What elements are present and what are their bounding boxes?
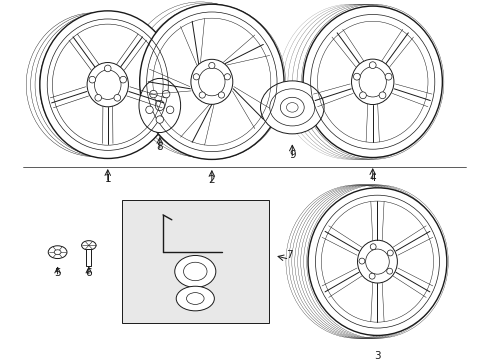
Ellipse shape: [368, 62, 375, 68]
Ellipse shape: [95, 94, 102, 101]
Ellipse shape: [54, 250, 61, 255]
Ellipse shape: [359, 92, 366, 99]
Bar: [86, 249, 91, 266]
Ellipse shape: [183, 262, 206, 281]
Ellipse shape: [139, 78, 180, 132]
Ellipse shape: [193, 74, 199, 80]
Ellipse shape: [176, 286, 214, 311]
Ellipse shape: [149, 90, 157, 98]
Text: 7: 7: [285, 251, 292, 261]
Ellipse shape: [104, 65, 111, 72]
Ellipse shape: [89, 76, 96, 83]
Ellipse shape: [140, 4, 284, 159]
Ellipse shape: [385, 73, 391, 80]
Ellipse shape: [353, 73, 360, 80]
Text: 5: 5: [54, 268, 61, 278]
Text: 3: 3: [373, 351, 380, 360]
Bar: [122, 200, 268, 323]
Text: 8: 8: [156, 142, 163, 152]
Ellipse shape: [260, 81, 324, 134]
Text: 9: 9: [288, 150, 295, 160]
Ellipse shape: [357, 240, 397, 283]
Text: 4: 4: [368, 174, 375, 183]
Ellipse shape: [199, 92, 205, 98]
Ellipse shape: [307, 188, 446, 336]
Ellipse shape: [40, 11, 175, 158]
Ellipse shape: [156, 116, 163, 123]
Ellipse shape: [224, 74, 230, 80]
Ellipse shape: [174, 256, 215, 287]
Ellipse shape: [303, 6, 442, 158]
Ellipse shape: [218, 92, 224, 98]
Ellipse shape: [369, 244, 375, 250]
Text: 6: 6: [85, 268, 92, 278]
Ellipse shape: [190, 59, 232, 104]
Ellipse shape: [378, 92, 385, 99]
Text: 2: 2: [208, 175, 215, 185]
Ellipse shape: [145, 106, 153, 113]
Ellipse shape: [81, 241, 96, 250]
Text: 1: 1: [104, 174, 111, 184]
Ellipse shape: [351, 59, 393, 104]
Ellipse shape: [186, 293, 203, 305]
Ellipse shape: [48, 246, 67, 258]
Ellipse shape: [386, 268, 392, 274]
Ellipse shape: [368, 273, 374, 279]
Ellipse shape: [208, 62, 215, 69]
Ellipse shape: [386, 250, 392, 256]
Ellipse shape: [87, 63, 128, 107]
Ellipse shape: [358, 258, 364, 264]
Ellipse shape: [114, 94, 121, 101]
Ellipse shape: [162, 90, 169, 98]
Ellipse shape: [120, 76, 126, 83]
Ellipse shape: [166, 106, 174, 113]
